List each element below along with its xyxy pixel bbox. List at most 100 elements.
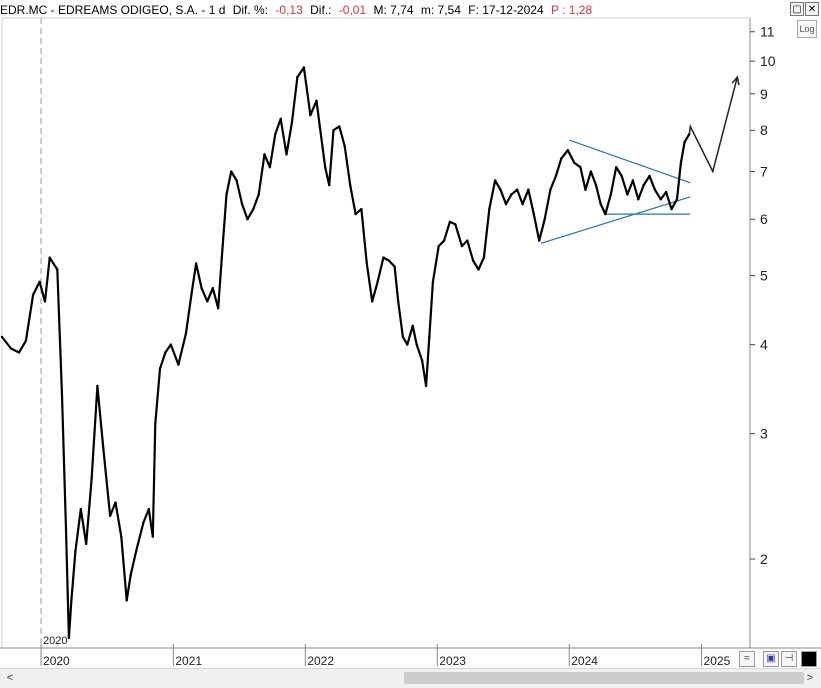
price-point	[604, 212, 607, 216]
price-point	[471, 259, 475, 262]
price-point	[348, 183, 352, 187]
price-point	[504, 202, 508, 206]
price-point	[194, 262, 198, 265]
price-point	[573, 161, 576, 165]
x-tick-label: 2022	[307, 654, 334, 668]
log-scale-button[interactable]: Log	[797, 20, 817, 38]
price-point	[566, 149, 569, 152]
x-tick-label: 2023	[439, 654, 466, 668]
projection-line	[688, 76, 739, 174]
price-series-line	[1, 66, 691, 640]
horizontal-scrollbar[interactable]: < >	[0, 668, 821, 688]
price-point	[315, 99, 318, 102]
price-point	[448, 220, 452, 224]
y-tick-label: 2	[760, 551, 768, 567]
price-point	[401, 335, 405, 339]
price-point	[120, 535, 123, 538]
price-point	[428, 335, 431, 339]
price-point	[90, 476, 93, 480]
price-point	[235, 179, 238, 182]
x-tick-label: 2025	[704, 654, 731, 668]
price-point	[216, 307, 220, 310]
scroll-right-icon[interactable]: >	[806, 672, 814, 684]
price-point	[125, 599, 128, 602]
price-point	[648, 174, 651, 178]
price-point	[382, 256, 385, 259]
price-point	[147, 507, 150, 511]
price-point	[17, 351, 21, 354]
y-tick-label: 5	[760, 268, 768, 284]
price-point	[164, 351, 167, 354]
price-point	[158, 367, 162, 370]
price-point	[431, 280, 435, 284]
price-point	[589, 170, 593, 173]
price-point	[365, 262, 368, 265]
price-point	[477, 268, 480, 271]
price-point	[74, 550, 77, 553]
price-point	[670, 207, 673, 211]
price-point	[338, 125, 341, 128]
save-icon[interactable]: ▣	[763, 651, 779, 667]
price-point	[679, 161, 683, 165]
price-chart: 2 3 4 5 6 7 8 9 10 11 2020 2021 2022 2023 2024 2025 2020	[0, 17, 821, 668]
price-point	[420, 359, 424, 362]
y-tick-label: 9	[760, 86, 768, 102]
price-point	[387, 259, 391, 262]
price-point	[309, 113, 312, 117]
close-button[interactable]: ✕	[805, 2, 819, 16]
price-point	[642, 183, 645, 187]
price-point	[24, 339, 28, 342]
dif-label: Dif.:	[310, 3, 332, 17]
price-point	[675, 198, 679, 201]
price-point	[442, 239, 446, 242]
price-value: P : 1,28	[550, 3, 593, 17]
y-tick-label: 8	[760, 122, 768, 138]
dif-pct-label: Dif. %:	[232, 3, 269, 17]
price-point	[631, 179, 635, 182]
price-point	[263, 153, 266, 156]
price-point	[257, 193, 260, 196]
price-point	[184, 332, 188, 335]
price-point	[114, 501, 117, 504]
price-point	[488, 207, 491, 211]
dif-value: -0,01	[338, 3, 367, 17]
restore-button[interactable]: ▢	[790, 2, 804, 16]
price-point	[252, 207, 255, 211]
dif-pct-value: -0,13	[275, 3, 303, 17]
price-point	[206, 300, 209, 303]
price-point	[653, 188, 657, 191]
price-point	[96, 384, 99, 388]
price-point	[620, 174, 623, 178]
y-tick-label: 11	[760, 24, 775, 40]
scroll-thumb[interactable]	[404, 672, 804, 684]
price-point	[43, 300, 47, 303]
year-marker-label: 2020	[43, 635, 67, 647]
price-point	[302, 66, 306, 69]
y-tick-label: 6	[760, 211, 768, 227]
price-point	[615, 165, 618, 169]
price-point	[211, 287, 214, 290]
scroll-left-icon[interactable]: <	[6, 672, 14, 684]
price-point	[376, 280, 379, 284]
price-point	[279, 117, 282, 121]
price-point	[225, 193, 228, 196]
price-point	[538, 239, 541, 242]
color-swatch-icon[interactable]	[801, 651, 817, 667]
trend-tool-icon[interactable]: ≈	[739, 651, 755, 667]
price-point	[343, 144, 346, 148]
price-point	[296, 75, 299, 79]
price-point	[134, 550, 138, 553]
price-point	[79, 507, 83, 511]
price-point	[411, 324, 414, 328]
price-point	[560, 157, 563, 160]
x-tick-label: 2024	[571, 654, 598, 668]
pin-icon[interactable]: ⊣	[781, 651, 797, 667]
min-value: m: 7,54	[420, 3, 461, 17]
price-point	[579, 165, 582, 169]
price-point	[594, 183, 598, 187]
price-point	[584, 188, 587, 191]
price-point	[48, 256, 51, 259]
price-point	[482, 256, 486, 259]
price-point	[240, 202, 244, 206]
price-point	[177, 363, 180, 366]
